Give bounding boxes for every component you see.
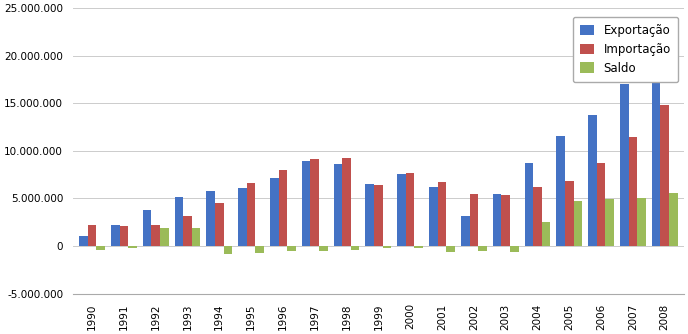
Bar <box>96 246 105 250</box>
Bar <box>151 225 160 246</box>
Bar <box>192 228 200 246</box>
Bar <box>374 185 383 246</box>
Bar <box>502 195 510 246</box>
Bar <box>79 235 87 246</box>
Bar <box>87 225 96 246</box>
Bar <box>406 173 414 246</box>
Bar <box>351 246 359 250</box>
Bar <box>605 199 614 246</box>
Bar <box>342 158 351 246</box>
Bar <box>620 84 629 246</box>
Bar <box>310 159 319 246</box>
Bar <box>414 246 423 248</box>
Bar <box>111 225 120 246</box>
Bar <box>206 191 215 246</box>
Bar <box>660 105 669 246</box>
Bar <box>669 193 678 246</box>
Bar <box>637 197 646 246</box>
Bar <box>255 246 264 253</box>
Bar <box>279 170 287 246</box>
Bar <box>383 246 391 248</box>
Bar <box>397 174 406 246</box>
Bar <box>238 188 247 246</box>
Bar <box>524 163 533 246</box>
Legend: Exportação, Importação, Saldo: Exportação, Importação, Saldo <box>573 17 678 82</box>
Bar <box>215 203 224 246</box>
Bar <box>574 201 582 246</box>
Bar <box>365 184 374 246</box>
Bar <box>183 215 192 246</box>
Bar <box>629 137 637 246</box>
Bar <box>287 246 296 251</box>
Bar <box>438 182 447 246</box>
Bar <box>541 222 550 246</box>
Bar <box>429 187 438 246</box>
Bar <box>461 215 469 246</box>
Bar <box>270 178 279 246</box>
Bar <box>247 183 255 246</box>
Bar <box>302 161 310 246</box>
Bar <box>478 246 486 251</box>
Bar <box>493 194 502 246</box>
Bar <box>652 40 660 246</box>
Bar <box>533 187 541 246</box>
Bar <box>588 115 596 246</box>
Bar <box>557 136 565 246</box>
Bar <box>142 210 151 246</box>
Bar <box>469 194 478 246</box>
Bar <box>447 246 455 252</box>
Bar <box>565 181 574 246</box>
Bar <box>334 164 342 246</box>
Bar <box>224 246 232 254</box>
Bar <box>175 197 183 246</box>
Bar <box>596 163 605 246</box>
Bar <box>120 226 128 246</box>
Bar <box>510 246 519 252</box>
Bar <box>128 246 137 248</box>
Bar <box>160 228 169 246</box>
Bar <box>319 246 327 251</box>
